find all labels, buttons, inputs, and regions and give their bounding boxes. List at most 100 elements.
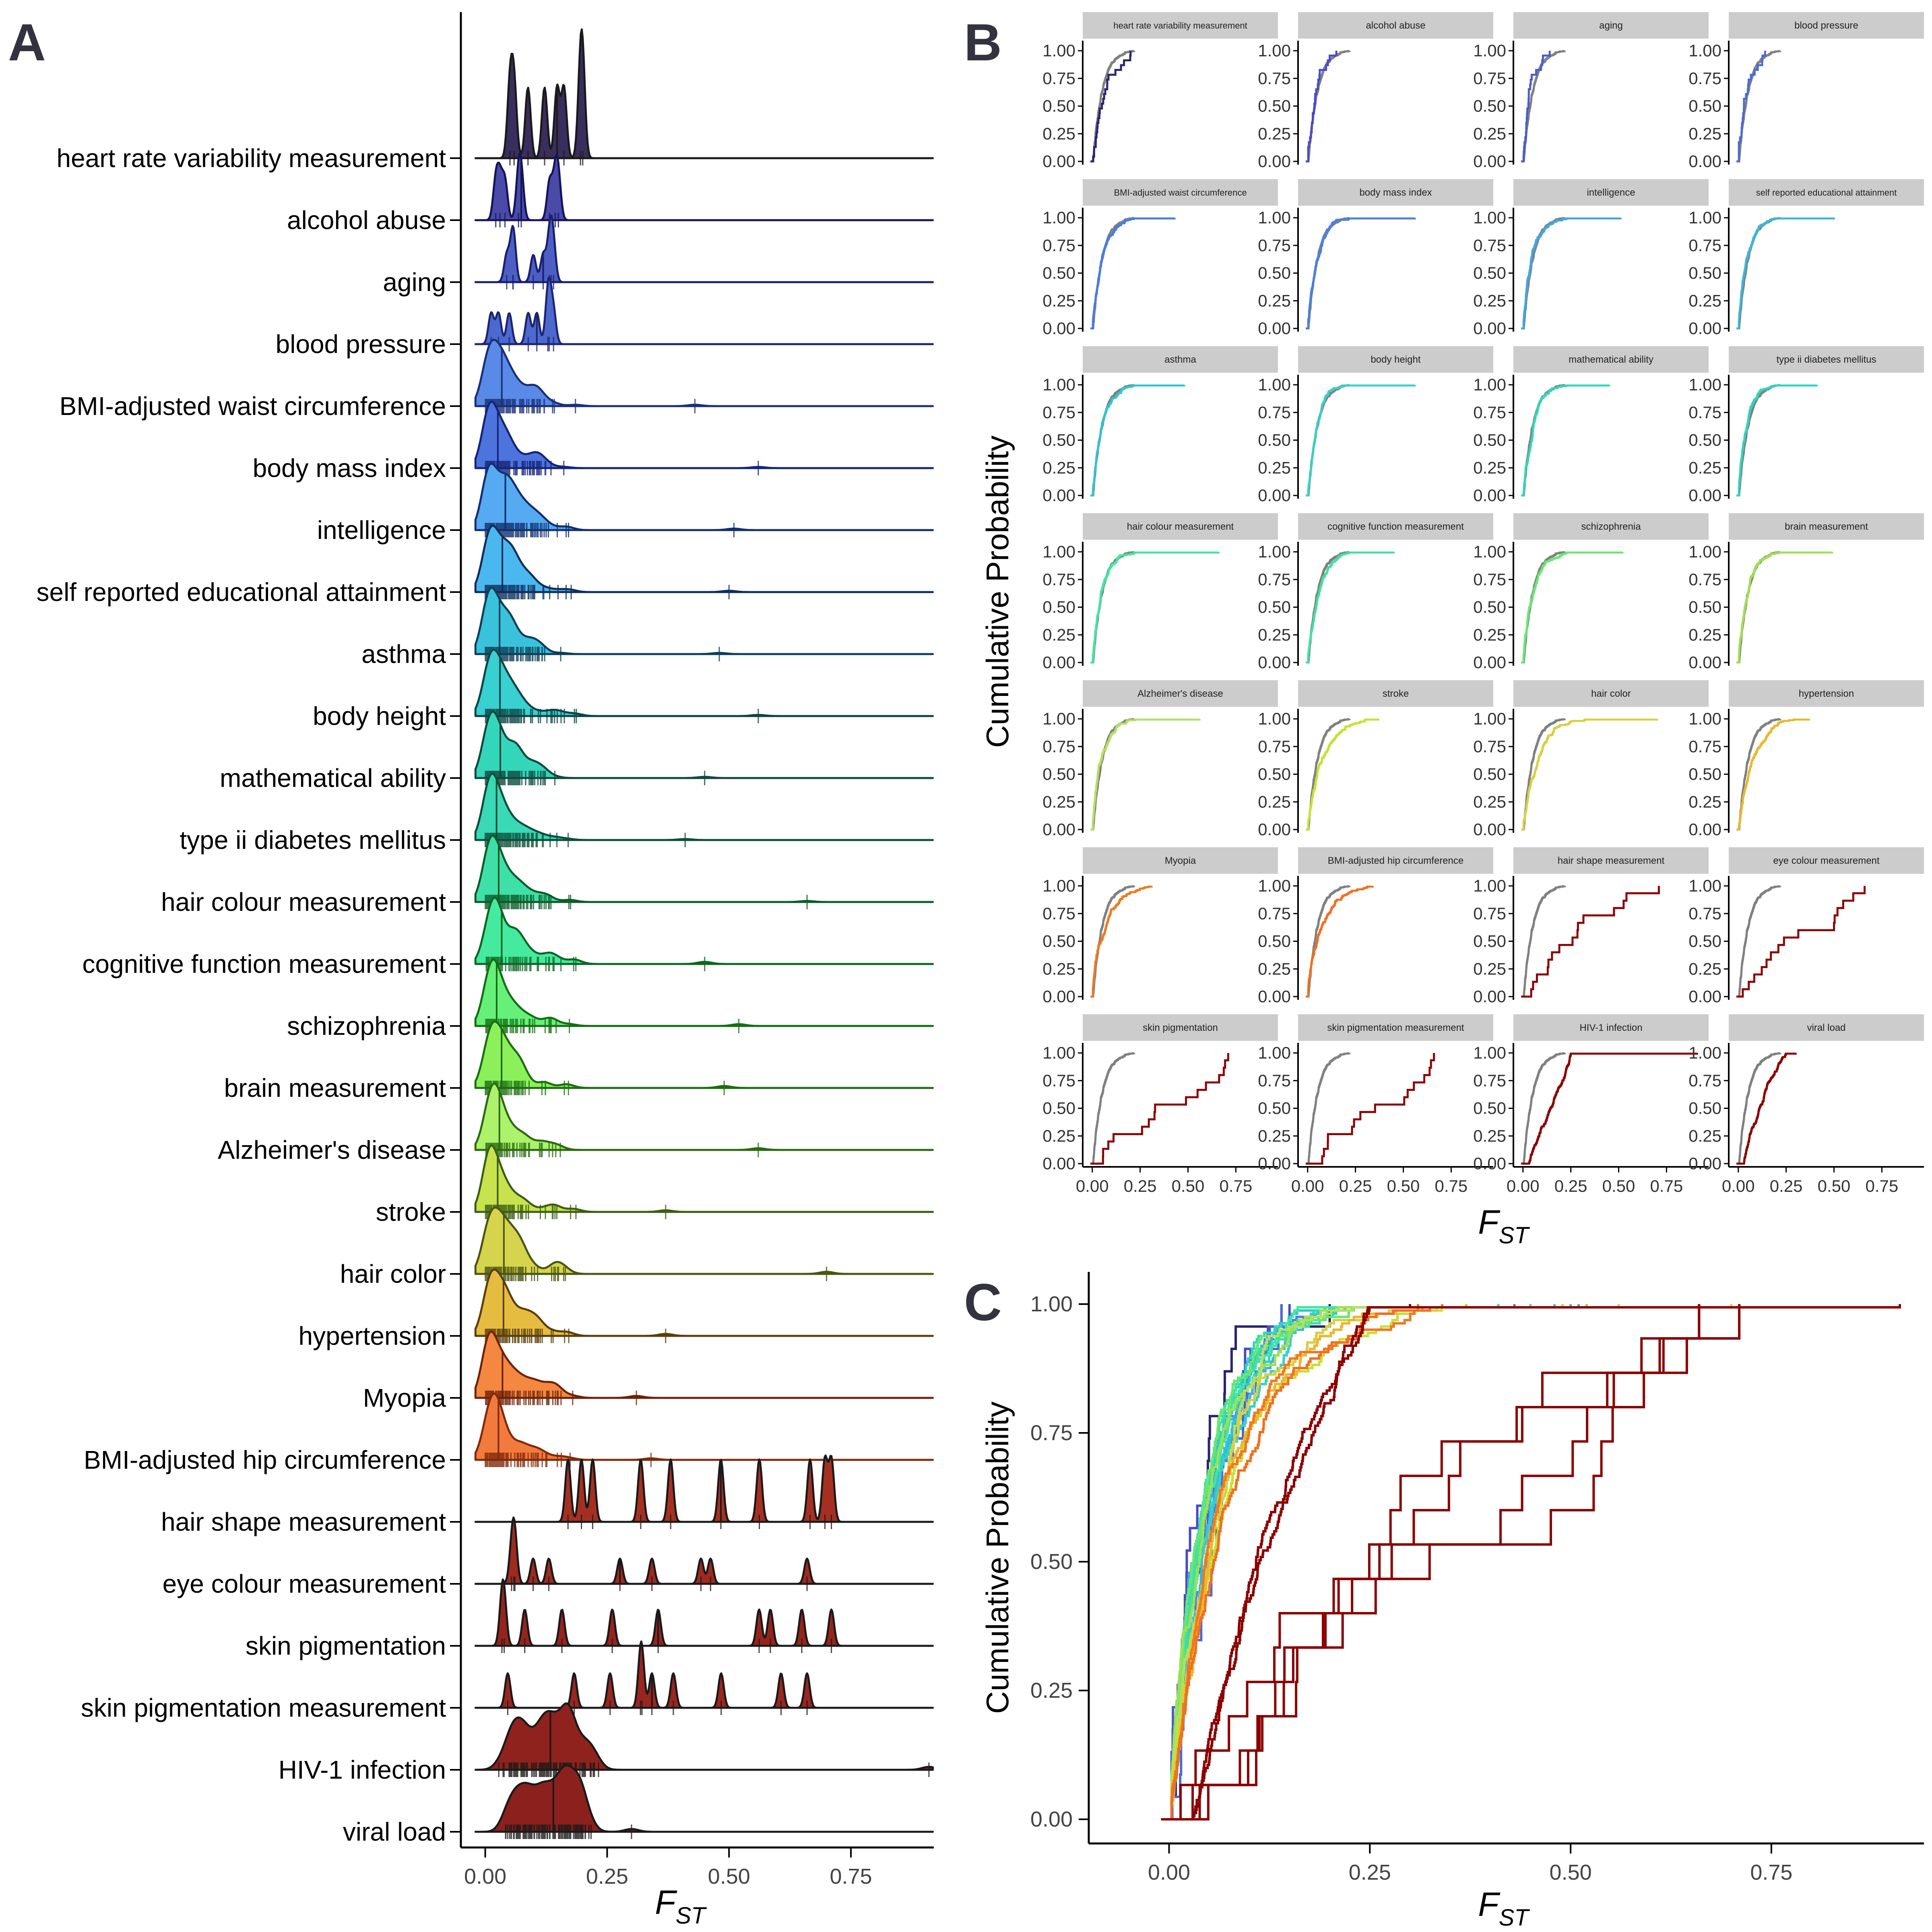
combined-ecdf bbox=[1161, 1304, 1412, 1821]
facet-strip bbox=[1298, 1014, 1493, 1041]
x-tick-label: 0.25 bbox=[1770, 1177, 1803, 1195]
ridge-row bbox=[474, 1454, 934, 1529]
y-tick-label: 0.75 bbox=[1258, 69, 1291, 88]
facet-strip bbox=[1083, 1014, 1278, 1041]
ridge-density bbox=[474, 1516, 934, 1585]
ridge-row bbox=[474, 1702, 934, 1777]
y-tick-label: 0.75 bbox=[1030, 1421, 1073, 1445]
y-tick-label: 1.00 bbox=[1473, 208, 1506, 227]
facet-panel: cognitive function measurement 0.00 0.25 0.… bbox=[1258, 513, 1493, 672]
y-tick-label: 1.00 bbox=[1473, 876, 1506, 895]
facet-title: schizophrenia bbox=[1581, 521, 1641, 532]
ridge-row bbox=[474, 215, 934, 289]
ridge-label: skin pigmentation measurement bbox=[81, 1693, 446, 1722]
trait-ecdf bbox=[1090, 1053, 1229, 1165]
y-tick-label: 1.00 bbox=[1473, 542, 1506, 561]
y-tick-label: 0.75 bbox=[1688, 69, 1721, 88]
facet-strip bbox=[1729, 680, 1924, 707]
y-tick-label: 0.25 bbox=[1688, 959, 1721, 978]
y-tick-label: 1.00 bbox=[1042, 1043, 1075, 1062]
y-tick-label: 0.75 bbox=[1258, 570, 1291, 589]
x-tick-label: 0.75 bbox=[830, 1864, 872, 1889]
ridge-row bbox=[474, 958, 934, 1033]
trait-ecdf bbox=[1090, 384, 1185, 497]
y-tick-label: 0.75 bbox=[1688, 1071, 1721, 1090]
ridges bbox=[474, 28, 934, 1839]
ridge-row bbox=[474, 1330, 934, 1405]
facet-title: body height bbox=[1371, 354, 1420, 365]
facet-panel: brain measurement 0.00 0.25 0.50 0.75 1.00 bbox=[1688, 513, 1924, 672]
y-tick-label: 0.75 bbox=[1042, 403, 1075, 422]
ridge-label: blood pressure bbox=[276, 330, 446, 359]
ridge-row bbox=[474, 1020, 934, 1095]
y-tick-label: 0.00 bbox=[1042, 319, 1075, 338]
y-tick-label: 0.00 bbox=[1042, 820, 1075, 839]
trait-ecdf bbox=[1306, 1053, 1435, 1165]
ridge-label: hair shape measurement bbox=[161, 1507, 446, 1536]
ridge-row bbox=[474, 1516, 934, 1591]
facet-grid: heart rate variability measurement 0.00 0.… bbox=[1042, 12, 1924, 1195]
y-tick-label: 0.50 bbox=[1258, 932, 1291, 951]
trait-ecdf bbox=[1736, 1053, 1797, 1165]
y-tick-label: 0.75 bbox=[1473, 236, 1506, 255]
ridge-row bbox=[474, 1640, 934, 1715]
ridge-density bbox=[474, 28, 934, 159]
ridge-density bbox=[474, 710, 934, 779]
y-tick-label: 0.25 bbox=[1030, 1678, 1073, 1703]
y-tick-label: 0.50 bbox=[1042, 431, 1075, 450]
y-tick-label: 0.25 bbox=[1042, 124, 1075, 143]
y-tick-label: 0.50 bbox=[1688, 932, 1721, 951]
facet-title: body mass index bbox=[1359, 187, 1432, 198]
y-tick-label: 0.75 bbox=[1258, 403, 1291, 422]
y-tick-label: 0.25 bbox=[1042, 959, 1075, 978]
facet-title: mathematical ability bbox=[1569, 354, 1653, 365]
facet-strip bbox=[1298, 847, 1493, 874]
ridge-density bbox=[474, 339, 934, 407]
y-tick-label: 0.50 bbox=[1473, 97, 1506, 116]
y-tick-label: 0.50 bbox=[1473, 932, 1506, 951]
ridge-row bbox=[474, 1082, 934, 1157]
y-tick-label: 1.00 bbox=[1473, 1043, 1506, 1062]
y-tick-label: 0.50 bbox=[1473, 598, 1506, 617]
reference-ecdf bbox=[1306, 384, 1351, 497]
facet-panel: mathematical ability 0.00 0.25 0.50 0.75 1.00 bbox=[1473, 346, 1709, 505]
y-tick-label: 0.75 bbox=[1688, 403, 1721, 422]
y-tick-label: 0.50 bbox=[1473, 264, 1506, 283]
ridge-density bbox=[474, 1454, 934, 1523]
facet-panel: eye colour measurement 0.00 0.25 0.50 0.75 1.… bbox=[1688, 847, 1924, 1006]
ridge-density bbox=[474, 1578, 934, 1647]
ridge-label: stroke bbox=[376, 1197, 446, 1226]
ridge-label: asthma bbox=[361, 640, 446, 669]
facet-panel: body mass index 0.00 0.25 0.50 0.75 1.00 bbox=[1258, 179, 1493, 338]
reference-ecdf bbox=[1736, 885, 1781, 998]
ridge-label: HIV-1 infection bbox=[279, 1755, 446, 1784]
y-tick-label: 0.00 bbox=[1258, 1154, 1291, 1173]
ridge-density bbox=[474, 1082, 934, 1151]
trait-ecdf bbox=[1306, 551, 1395, 664]
x-tick-label: 0.75 bbox=[1866, 1177, 1899, 1195]
y-tick-label: 0.00 bbox=[1258, 486, 1291, 505]
facet-title: hair shape measurement bbox=[1558, 855, 1665, 866]
facet-title: eye colour measurement bbox=[1773, 855, 1879, 866]
x-tick-label: 0.50 bbox=[1550, 1860, 1592, 1885]
ridge-label: cognitive function measurement bbox=[82, 949, 446, 978]
y-tick-label: 0.00 bbox=[1258, 152, 1291, 171]
y-tick-label: 0.50 bbox=[1688, 431, 1721, 450]
y-tick-label: 0.50 bbox=[1258, 765, 1291, 784]
reference-ecdf bbox=[1736, 384, 1781, 497]
y-tick-label: 0.00 bbox=[1473, 1154, 1506, 1173]
x-tick-label: 0.50 bbox=[708, 1864, 750, 1889]
y-tick-label: 1.00 bbox=[1688, 876, 1721, 895]
facet-panel: schizophrenia 0.00 0.25 0.50 0.75 1.00 bbox=[1473, 513, 1709, 672]
ridge-density bbox=[474, 1392, 934, 1461]
facet-panel: HIV-1 infection 0.00 0.25 0.50 0.75 0.00 0.25 0… bbox=[1473, 1014, 1709, 1195]
facet-title: brain measurement bbox=[1785, 521, 1868, 532]
x-tick-label: 0.75 bbox=[1220, 1177, 1253, 1195]
reference-ecdf bbox=[1521, 1052, 1566, 1165]
facet-title: hair colour measurement bbox=[1127, 521, 1234, 532]
facet-strip bbox=[1513, 680, 1709, 707]
facet-panel: heart rate variability measurement 0.00 0.… bbox=[1042, 12, 1278, 171]
facet-panel: hypertension 0.00 0.25 0.50 0.75 1.00 bbox=[1688, 680, 1924, 839]
facet-title: intelligence bbox=[1587, 187, 1635, 198]
y-tick-label: 1.00 bbox=[1258, 542, 1291, 561]
